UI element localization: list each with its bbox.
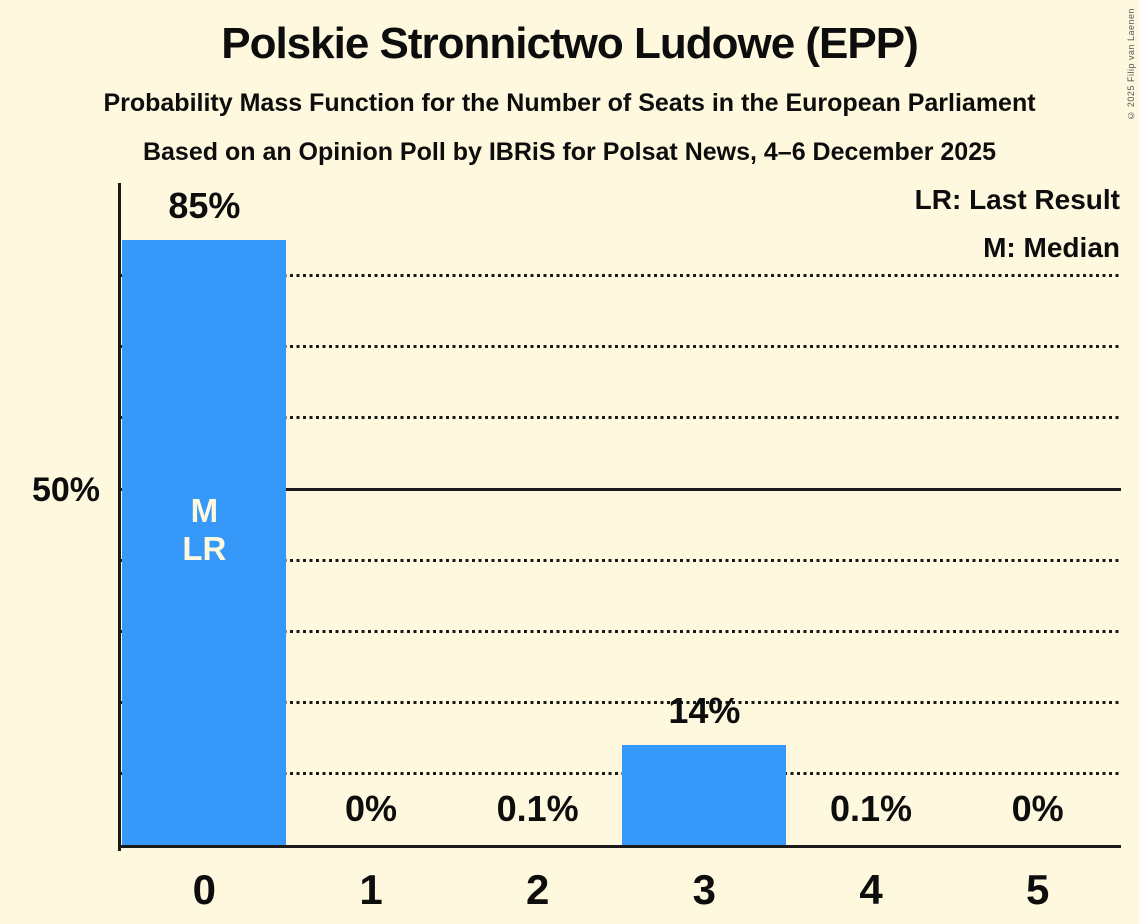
value-label-1: 0%	[345, 788, 398, 829]
gridline-80pct	[121, 273, 1121, 277]
x-tick-label-0: 0	[192, 866, 217, 913]
bar-0	[122, 239, 286, 845]
x-tick-label-5: 5	[1025, 866, 1050, 913]
y-axis-tick-label: 50%	[31, 471, 100, 509]
chart-title: Polskie Stronnictwo Ludowe (EPP)	[221, 19, 919, 68]
bar-annotations-0: M LR	[121, 492, 288, 568]
x-tick-label-4: 4	[859, 866, 883, 913]
gridline-10pct	[121, 772, 1121, 776]
legend-entry-median: M: Median	[983, 232, 1120, 263]
gridline-70pct	[121, 345, 1121, 349]
x-axis-line	[118, 845, 1121, 848]
gridline-60pct	[121, 416, 1121, 420]
value-label-3: 14%	[668, 690, 741, 732]
chart-source-line: Based on an Opinion Poll by IBRiS for Po…	[142, 138, 997, 166]
y-axis-line	[118, 183, 121, 851]
chart-subtitle: Probability Mass Function for the Number…	[103, 89, 1036, 117]
x-tick-label-2: 2	[525, 866, 550, 913]
gridline-30pct	[121, 629, 1121, 633]
value-label-2: 0.1%	[496, 788, 579, 829]
x-tick-label-3: 3	[692, 866, 717, 913]
bar-annotation-lr: LR	[182, 530, 227, 568]
value-label-4: 0.1%	[830, 788, 913, 829]
gridline-40pct	[121, 558, 1121, 562]
legend: LR: Last Result M: Median	[915, 176, 1120, 272]
value-label-5: 0%	[1011, 788, 1064, 829]
copyright-notice: © 2025 Filip van Laenen	[1126, 8, 1136, 121]
gridline-20pct	[121, 701, 1121, 705]
x-tick-label-1: 1	[359, 866, 383, 913]
legend-entry-last-result: LR: Last Result	[914, 184, 1120, 215]
bar-3	[622, 745, 786, 845]
bar-annotation-m: M	[190, 492, 219, 530]
value-label-0: 85%	[168, 184, 241, 226]
gridline-50pct-solid	[121, 487, 1121, 491]
